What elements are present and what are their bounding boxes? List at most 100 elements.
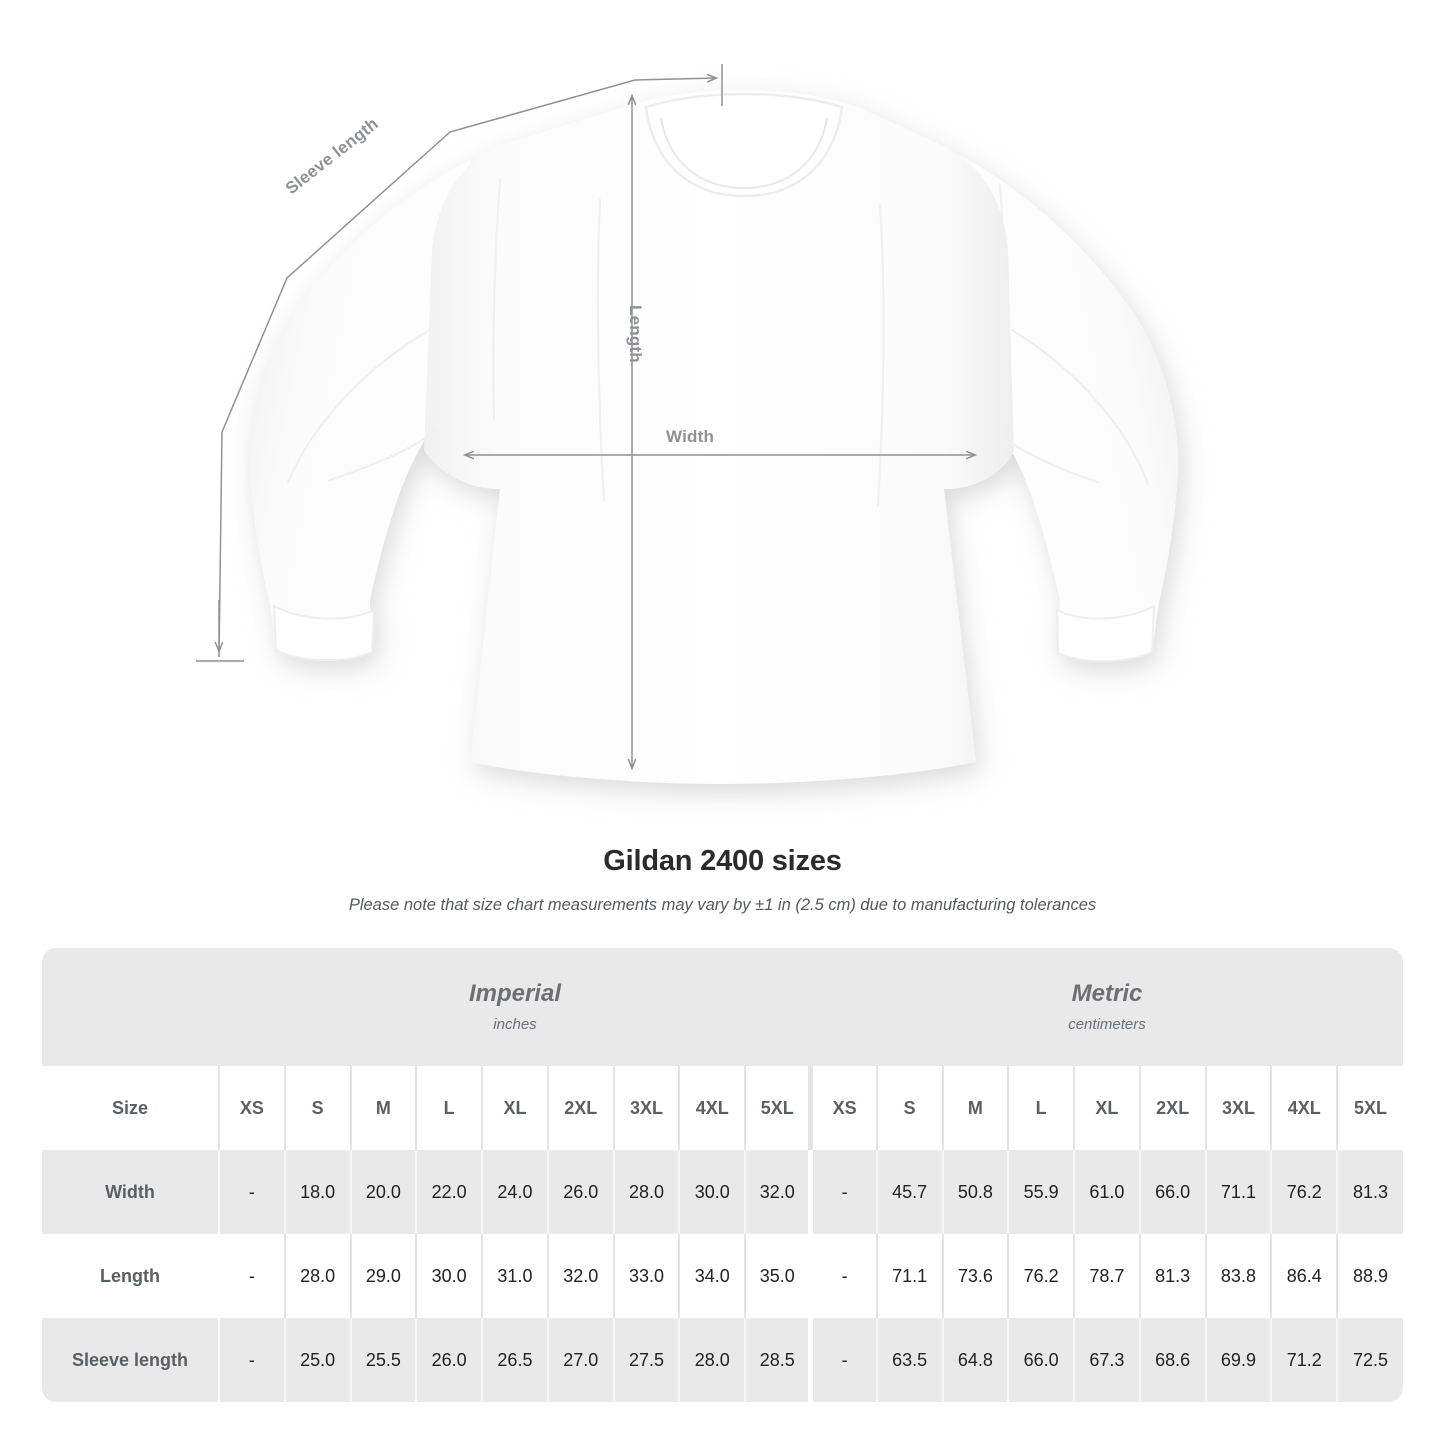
cell-sleeve-length-imperial-xs: - xyxy=(218,1318,285,1402)
cell-sleeve-length-imperial-m: 25.5 xyxy=(349,1318,417,1402)
cell-length-imperial-4xl: 34.0 xyxy=(678,1234,746,1318)
cell-width-metric-2xl: 66.0 xyxy=(1138,1150,1206,1234)
cell-sleeve-length-metric-m: 64.8 xyxy=(941,1318,1009,1402)
size-header-imperial-m: M xyxy=(349,1066,417,1150)
cell-width-imperial-l: 22.0 xyxy=(415,1150,483,1234)
size-header-metric-5xl: 5XL xyxy=(1336,1066,1403,1150)
cell-length-imperial-xl: 31.0 xyxy=(481,1234,548,1318)
cell-width-metric-s: 45.7 xyxy=(875,1150,943,1234)
size-header-imperial-s: S xyxy=(283,1066,351,1150)
cell-sleeve-length-metric-xs: - xyxy=(808,1318,877,1402)
cell-length-imperial-m: 29.0 xyxy=(349,1234,417,1318)
size-header-metric-xs: XS xyxy=(808,1066,877,1150)
size-header-imperial-5xl: 5XL xyxy=(744,1066,811,1150)
garment-illustration xyxy=(249,90,1179,784)
size-header-metric-4xl: 4XL xyxy=(1270,1066,1338,1150)
size-header-metric-2xl: 2XL xyxy=(1138,1066,1206,1150)
cell-length-metric-2xl: 81.3 xyxy=(1138,1234,1206,1318)
cell-sleeve-length-metric-5xl: 72.5 xyxy=(1336,1318,1403,1402)
imperial-banner-cell: Imperial inches xyxy=(219,948,811,1066)
cell-length-imperial-xs: - xyxy=(218,1234,285,1318)
cell-length-metric-l: 76.2 xyxy=(1007,1234,1075,1318)
cell-length-imperial-2xl: 32.0 xyxy=(546,1234,614,1318)
row-label-length: Length xyxy=(42,1234,219,1318)
size-chart-table: Imperial inches Metric centimeters Size X… xyxy=(42,948,1403,1402)
cell-width-imperial-xs: - xyxy=(218,1150,285,1234)
cell-length-metric-m: 73.6 xyxy=(941,1234,1009,1318)
cell-width-metric-4xl: 76.2 xyxy=(1270,1150,1338,1234)
measurement-annotations xyxy=(196,64,1445,830)
cell-width-metric-3xl: 71.1 xyxy=(1204,1150,1272,1234)
cell-length-imperial-l: 30.0 xyxy=(415,1234,483,1318)
metric-banner-cell: Metric centimeters xyxy=(810,948,1403,1066)
imperial-label: Imperial xyxy=(468,979,561,1007)
sleeve-length-line xyxy=(218,78,716,658)
size-header-metric-xl: XL xyxy=(1073,1066,1140,1150)
length-label: Length xyxy=(626,305,645,363)
table-header-row: Size XS S M L XL 2XL 3XL 4XL 5XL XS S M L XL 2XL 3XL 4XL 5… xyxy=(42,1066,1403,1150)
cell-length-metric-xl: 78.7 xyxy=(1073,1234,1140,1318)
metric-sub-label: centimeters xyxy=(1068,1016,1146,1034)
cell-sleeve-length-metric-3xl: 69.9 xyxy=(1204,1318,1272,1402)
size-header-imperial-xl: XL xyxy=(481,1066,548,1150)
cell-length-metric-5xl: 88.9 xyxy=(1336,1234,1403,1318)
collar-inner-edge xyxy=(660,117,828,190)
cell-sleeve-length-imperial-l: 26.0 xyxy=(415,1318,483,1402)
cell-width-imperial-5xl: 32.0 xyxy=(744,1150,811,1234)
cell-length-metric-xs: - xyxy=(808,1234,877,1318)
row-label-width: Width xyxy=(42,1150,219,1234)
cell-length-metric-3xl: 83.8 xyxy=(1204,1234,1272,1318)
cell-width-imperial-xl: 24.0 xyxy=(481,1150,548,1234)
table-row-sleeve-length: Sleeve length -25.0 25.5 26.0 26.5 27.0 27.5 28… xyxy=(42,1318,1403,1402)
cell-sleeve-length-imperial-xl: 26.5 xyxy=(481,1318,548,1402)
size-header-label: Size xyxy=(42,1066,219,1150)
title-block: Gildan 2400 sizes Please note that size … xyxy=(0,845,1445,915)
cell-sleeve-length-imperial-4xl: 28.0 xyxy=(678,1318,746,1402)
cell-width-metric-l: 55.9 xyxy=(1007,1150,1075,1234)
size-header-imperial-2xl: 2XL xyxy=(546,1066,614,1150)
width-label: Width xyxy=(666,427,715,446)
size-header-metric-s: S xyxy=(875,1066,943,1150)
shirt-torso xyxy=(424,90,1014,784)
size-header-metric-m: M xyxy=(941,1066,1009,1150)
collar-ribbing xyxy=(644,92,844,198)
page-title: Gildan 2400 sizes xyxy=(603,845,842,877)
banner-spacer-cell xyxy=(42,948,219,1066)
cell-sleeve-length-imperial-3xl: 27.5 xyxy=(612,1318,680,1402)
metric-label: Metric xyxy=(1071,979,1143,1007)
cell-width-imperial-m: 20.0 xyxy=(349,1150,417,1234)
row-label-sleeve-length: Sleeve length xyxy=(42,1318,219,1402)
tolerance-note: Please note that size chart measurements… xyxy=(348,896,1097,914)
size-header-imperial-4xl: 4XL xyxy=(678,1066,746,1150)
cell-width-imperial-3xl: 28.0 xyxy=(612,1150,680,1234)
cell-width-metric-5xl: 81.3 xyxy=(1336,1150,1403,1234)
unit-system-banner-row: Imperial inches Metric centimeters xyxy=(42,948,1403,1066)
cell-length-imperial-5xl: 35.0 xyxy=(744,1234,811,1318)
fabric-folds xyxy=(286,178,1150,507)
shirt-body-group xyxy=(249,90,1179,784)
cell-length-metric-s: 71.1 xyxy=(875,1234,943,1318)
cell-width-imperial-2xl: 26.0 xyxy=(546,1150,614,1234)
table-row-width: Width -18.0 20.0 22.0 24.0 26.0 28.0 30.0 32.0-4… xyxy=(42,1150,1403,1234)
cell-width-metric-xs: - xyxy=(808,1150,877,1234)
cell-sleeve-length-metric-4xl: 71.2 xyxy=(1270,1318,1338,1402)
cell-length-imperial-s: 28.0 xyxy=(283,1234,351,1318)
size-header-imperial-3xl: 3XL xyxy=(612,1066,680,1150)
cell-sleeve-length-metric-l: 66.0 xyxy=(1007,1318,1075,1402)
cell-width-metric-m: 50.8 xyxy=(941,1150,1009,1234)
size-header-metric-3xl: 3XL xyxy=(1204,1066,1272,1150)
right-cuff xyxy=(1055,604,1156,663)
size-header-imperial-l: L xyxy=(415,1066,483,1150)
cell-width-metric-xl: 61.0 xyxy=(1073,1150,1140,1234)
cell-width-imperial-s: 18.0 xyxy=(283,1150,351,1234)
size-header-metric-l: L xyxy=(1007,1066,1075,1150)
imperial-sub-label: inches xyxy=(493,1016,537,1034)
cell-sleeve-length-imperial-5xl: 28.5 xyxy=(744,1318,811,1402)
cell-sleeve-length-metric-s: 63.5 xyxy=(875,1318,943,1402)
cell-sleeve-length-metric-2xl: 68.6 xyxy=(1138,1318,1206,1402)
cell-sleeve-length-imperial-2xl: 27.0 xyxy=(546,1318,614,1402)
size-header-imperial-xs: XS xyxy=(218,1066,285,1150)
cell-sleeve-length-imperial-s: 25.0 xyxy=(283,1318,351,1402)
table-row-length: Length -28.0 29.0 30.0 31.0 32.0 33.0 34.0 35.0-… xyxy=(42,1234,1403,1318)
left-cuff xyxy=(272,604,376,662)
